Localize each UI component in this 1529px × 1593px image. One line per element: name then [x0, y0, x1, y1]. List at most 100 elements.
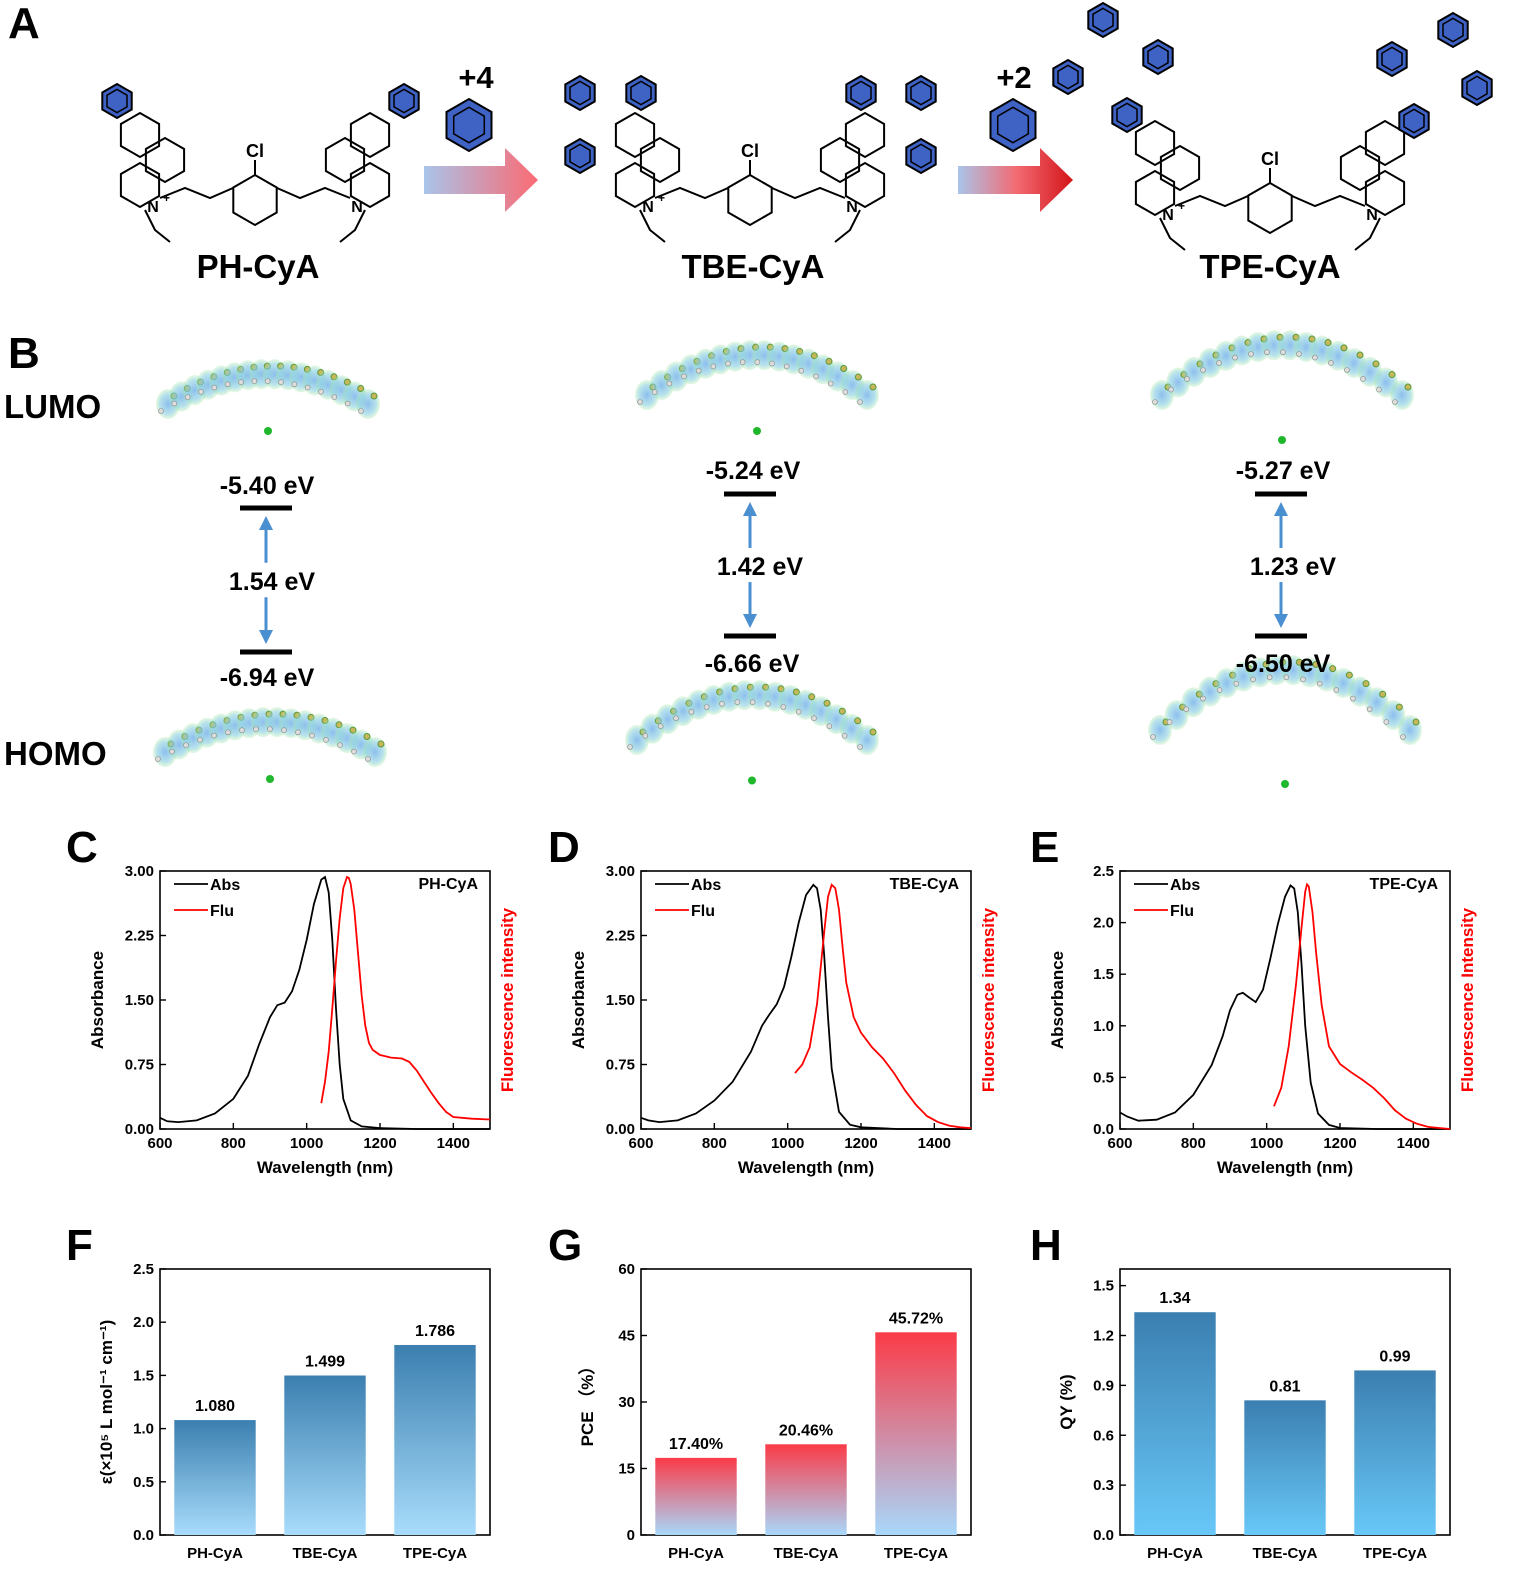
atom-label-n-plus: N	[642, 199, 654, 216]
atom-label-plus: +	[163, 191, 170, 205]
y-tick-label: 3.00	[125, 863, 154, 880]
y-axis-label: Absorbance	[569, 951, 588, 1049]
benzene-ring-icon	[845, 74, 877, 112]
series-line-flu	[794, 883, 972, 1129]
y-tick-label: 1.0	[133, 1421, 154, 1438]
benzene-ring-icon	[1376, 40, 1408, 78]
y-tick-label: 0.0	[1093, 1121, 1114, 1138]
homo-energy-tpe-cya: -6.50 eV	[1236, 650, 1331, 678]
homo-orbital-ph-cya	[153, 707, 387, 783]
y-tick-label: 2.0	[133, 1314, 154, 1331]
homo-orbital-tpe-cya	[1148, 655, 1422, 788]
x-tick-label: 800	[1181, 1135, 1206, 1152]
y-tick-label: 0.6	[1093, 1427, 1114, 1444]
lumo-energy-ph-cya: -5.40 eV	[220, 472, 315, 500]
benzene-ring-icon	[388, 82, 420, 120]
legend-label-abs: Abs	[691, 877, 721, 894]
panel-label-h: H	[1030, 1221, 1062, 1270]
panel-b-orbitals	[153, 330, 1422, 788]
y-tick-label: 30	[618, 1394, 635, 1411]
series-line-flu	[1273, 882, 1451, 1130]
bar-ph-cya	[655, 1457, 737, 1535]
y-tick-label: 1.50	[125, 992, 154, 1009]
arrow-label-plus4: +4	[458, 60, 494, 95]
x-category-label: TPE-CyA	[403, 1545, 467, 1562]
x-tick-label: 1200	[844, 1135, 877, 1152]
reaction-arrow-2	[958, 148, 1073, 212]
compound-name-ph-cya: PH-CyA	[197, 248, 320, 285]
series-line-flu	[320, 875, 491, 1121]
bar-ph-cya	[1134, 1312, 1216, 1535]
benzene-icon-large	[445, 97, 493, 153]
benzene-ring-icon	[905, 74, 937, 112]
atom-label-n-plus: N	[147, 199, 159, 216]
gap-energy-tbe-cya: 1.42 eV	[717, 553, 804, 581]
y-axis-label: Absorbance	[88, 951, 107, 1049]
cyanine-core: Cl N + N	[1134, 119, 1406, 251]
bar-chart-f: 0.0 0.5 1.0 1.5 2.0 2.5 1.080 PH-CyA 1.499 TBE-Cy…	[97, 1261, 491, 1562]
atom-label-cl: Cl	[1261, 149, 1279, 169]
atom-label-cl: Cl	[741, 141, 759, 161]
panel-label-f: F	[66, 1221, 93, 1270]
lumo-energy-tpe-cya: -5.27 eV	[1236, 457, 1331, 485]
y-tick-label: 0.3	[1093, 1477, 1114, 1494]
y-tick-label: 1.5	[133, 1367, 154, 1384]
benzene-ring-icon	[1398, 102, 1430, 140]
legend-label-flu: Flu	[210, 903, 234, 920]
y-tick-label: 1.50	[606, 992, 635, 1009]
x-category-label: TPE-CyA	[1363, 1545, 1427, 1562]
x-tick-label: 1000	[771, 1135, 804, 1152]
homo-label: HOMO	[4, 735, 107, 772]
y-axis-label: QY (%)	[1057, 1374, 1076, 1429]
cyanine-core: Cl N + N	[119, 111, 391, 243]
x-tick-label: 1000	[1250, 1135, 1283, 1152]
homo-orbital-tbe-cya	[625, 680, 879, 785]
x-category-label: PH-CyA	[668, 1545, 724, 1562]
spectrum-chart-c: 600 800 1000 1200 1400 0.00 0.75 1.50 2.25 3.00 Ab…	[88, 863, 517, 1177]
y-tick-label: 1.5	[1093, 966, 1114, 983]
spectrum-chart-e: 600 800 1000 1200 1400 0.0 0.5 1.0 1.5 2.0 2.5 Abs F…	[1048, 863, 1477, 1177]
x-axis-label: Wavelength (nm)	[738, 1158, 874, 1177]
energy-level-diagram-ph-cya	[240, 505, 292, 655]
legend-label-abs: Abs	[210, 877, 240, 894]
bar-value-label: 0.81	[1269, 1378, 1300, 1395]
bar-value-label: 17.40%	[669, 1436, 723, 1453]
benzene-ring-icon	[1142, 38, 1174, 76]
y-tick-label: 0.75	[606, 1057, 635, 1074]
x-category-label: TBE-CyA	[1252, 1545, 1317, 1562]
y-tick-label: 2.5	[1093, 863, 1114, 880]
charts-layer: 600 800 1000 1200 14000.000.751.502.253.00Ab…	[88, 863, 1477, 1562]
y-tick-label: 0.5	[133, 1474, 154, 1491]
bar-chart-g: 0 15 30 45 60 17.40% PH-CyA 20.46% TBE-CyA 45.72%…	[577, 1261, 972, 1562]
y-axis-label: Absorbance	[1048, 951, 1067, 1049]
atom-label-plus: +	[1178, 199, 1185, 213]
panel-a-structures: Cl N + N Cl N + N Cl N + N	[101, 1, 1493, 251]
series-line-abs	[1119, 883, 1450, 1130]
x-category-label: TBE-CyA	[773, 1545, 838, 1562]
y-axis-label: ε(×10⁵ L mol⁻¹ cm⁻¹)	[97, 1320, 116, 1485]
x-category-label: PH-CyA	[187, 1545, 243, 1562]
x-axis-label: Wavelength (nm)	[1217, 1158, 1353, 1177]
lumo-orbital-tbe-cya	[635, 340, 879, 435]
y-tick-label: 15	[618, 1461, 635, 1478]
y-tick-label: 1.2	[1093, 1328, 1114, 1345]
panel-label-e: E	[1030, 823, 1059, 872]
y-tick-label: 2.25	[125, 928, 154, 945]
bar-value-label: 0.99	[1379, 1348, 1410, 1365]
x-tick-label: 800	[221, 1135, 246, 1152]
x-tick-label: 1200	[1323, 1135, 1356, 1152]
bar-tpe-cya	[875, 1332, 957, 1535]
panel-label-c: C	[66, 823, 98, 872]
bar-chart-h: 0.0 0.3 0.6 0.9 1.2 1.5 1.34 PH-CyA 0.81 TBE-CyA 0…	[1057, 1268, 1451, 1562]
x-tick-label: 600	[147, 1135, 172, 1152]
bar-tpe-cya	[1354, 1370, 1436, 1535]
y2-axis-label: Fluorescence intensity	[498, 907, 517, 1092]
benzene-ring-icon	[564, 137, 596, 175]
chart-title: PH-CyA	[418, 876, 478, 893]
x-axis-label: Wavelength (nm)	[257, 1158, 393, 1177]
homo-energy-tbe-cya: -6.66 eV	[705, 650, 800, 678]
arrow-label-plus2: +2	[996, 60, 1031, 95]
x-category-label: TBE-CyA	[292, 1545, 357, 1562]
lumo-orbital-tpe-cya	[1150, 330, 1414, 444]
